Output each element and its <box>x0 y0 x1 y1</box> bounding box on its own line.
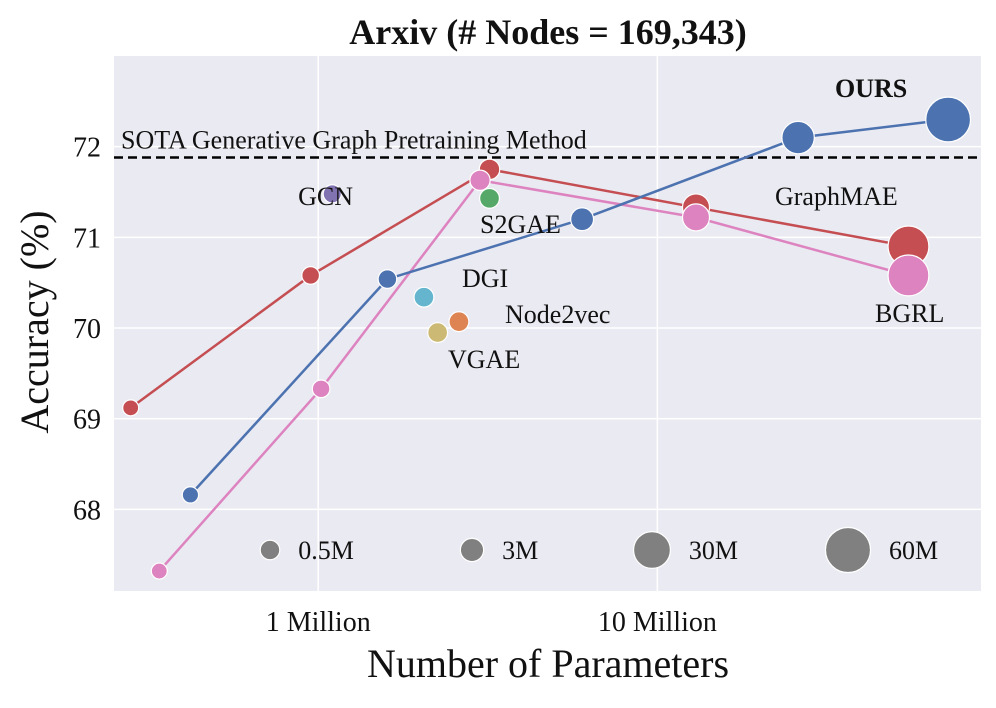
bgrl-point <box>469 169 491 191</box>
x-axis-label: Number of Parameters <box>367 641 729 686</box>
ours-point <box>181 486 200 504</box>
size-legend-label: 60M <box>889 536 938 565</box>
size-legend-label: 3M <box>502 536 538 565</box>
size-legend-marker <box>259 539 281 561</box>
chart-title: Arxiv (# Nodes = 169,343) <box>349 12 746 52</box>
dgi-label: DGI <box>462 264 508 293</box>
size-legend-marker <box>633 531 671 569</box>
axis-ticks: 1 Million 10 Million 68 69 70 71 72 <box>73 133 717 638</box>
node2vec-point <box>448 311 470 333</box>
y-tick-label: 68 <box>73 495 101 526</box>
size-legend-label: 30M <box>689 536 738 565</box>
y-axis-label: Accuracy (%) <box>12 210 57 433</box>
y-tick-label: 70 <box>73 314 101 345</box>
graphmae-point <box>301 266 321 285</box>
dgi-point <box>413 286 435 308</box>
size-legend: 0.5M 3M 30M 60M <box>259 526 938 574</box>
bgrl-point <box>887 254 930 297</box>
ours-point <box>570 207 595 232</box>
point-annotations: GCN S2GAE DGI Node2vec VGAE GraphMAE BGR… <box>298 74 944 374</box>
s2gae-point <box>479 187 501 209</box>
data-series <box>122 96 972 580</box>
vgae-label: VGAE <box>448 345 520 374</box>
y-tick-label: 72 <box>73 133 101 164</box>
s2gae-label: S2GAE <box>480 210 561 239</box>
bgrl-point <box>150 562 168 580</box>
size-legend-marker <box>824 526 872 574</box>
graphmae-label: GraphMAE <box>775 182 898 211</box>
size-legend-label: 0.5M <box>298 536 354 565</box>
sota-line-label: SOTA Generative Graph Pretraining Method <box>121 126 587 155</box>
ours-point <box>925 96 972 143</box>
size-legend-marker <box>459 537 485 563</box>
sota-reference: SOTA Generative Graph Pretraining Method <box>114 126 981 159</box>
graphmae-point <box>122 399 140 417</box>
gcn-label: GCN <box>298 182 353 211</box>
ours-point <box>781 120 815 155</box>
bgrl-label: BGRL <box>875 299 944 328</box>
gcn-point <box>322 184 342 204</box>
ours-label: OURS <box>835 74 907 103</box>
x-tick-label: 1 Million <box>266 607 371 638</box>
vgae-point <box>427 322 449 344</box>
y-tick-label: 69 <box>73 405 101 436</box>
ours-point <box>377 269 398 289</box>
plot-area <box>114 56 981 591</box>
bgrl-point <box>311 379 331 399</box>
y-tick-label: 71 <box>73 223 101 254</box>
node2vec-label: Node2vec <box>505 300 610 329</box>
bgrl-point <box>681 203 711 232</box>
x-tick-label: 10 Million <box>598 607 717 638</box>
